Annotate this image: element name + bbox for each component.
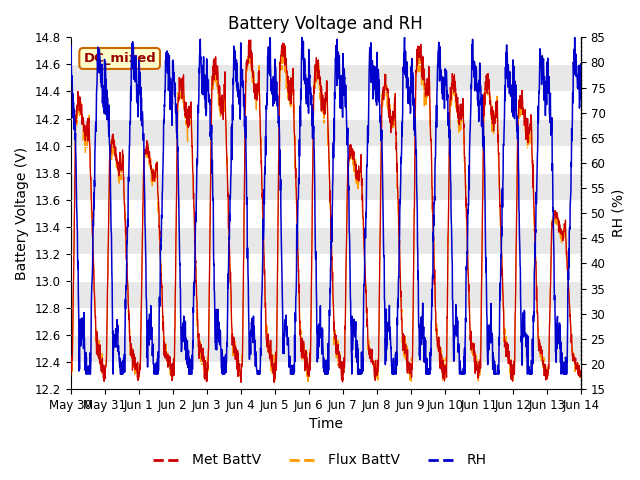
X-axis label: Time: Time: [308, 418, 342, 432]
Title: Battery Voltage and RH: Battery Voltage and RH: [228, 15, 423, 33]
Bar: [70, 119, 581, 145]
Bar: [70, 64, 581, 92]
Bar: [70, 335, 581, 362]
Bar: [70, 227, 581, 254]
Y-axis label: Battery Voltage (V): Battery Voltage (V): [15, 147, 29, 280]
Y-axis label: RH (%): RH (%): [611, 189, 625, 238]
Text: DC_mixed: DC_mixed: [83, 52, 156, 65]
Bar: [70, 281, 581, 308]
Legend: Met BattV, Flux BattV, RH: Met BattV, Flux BattV, RH: [148, 448, 492, 473]
Bar: [70, 173, 581, 200]
